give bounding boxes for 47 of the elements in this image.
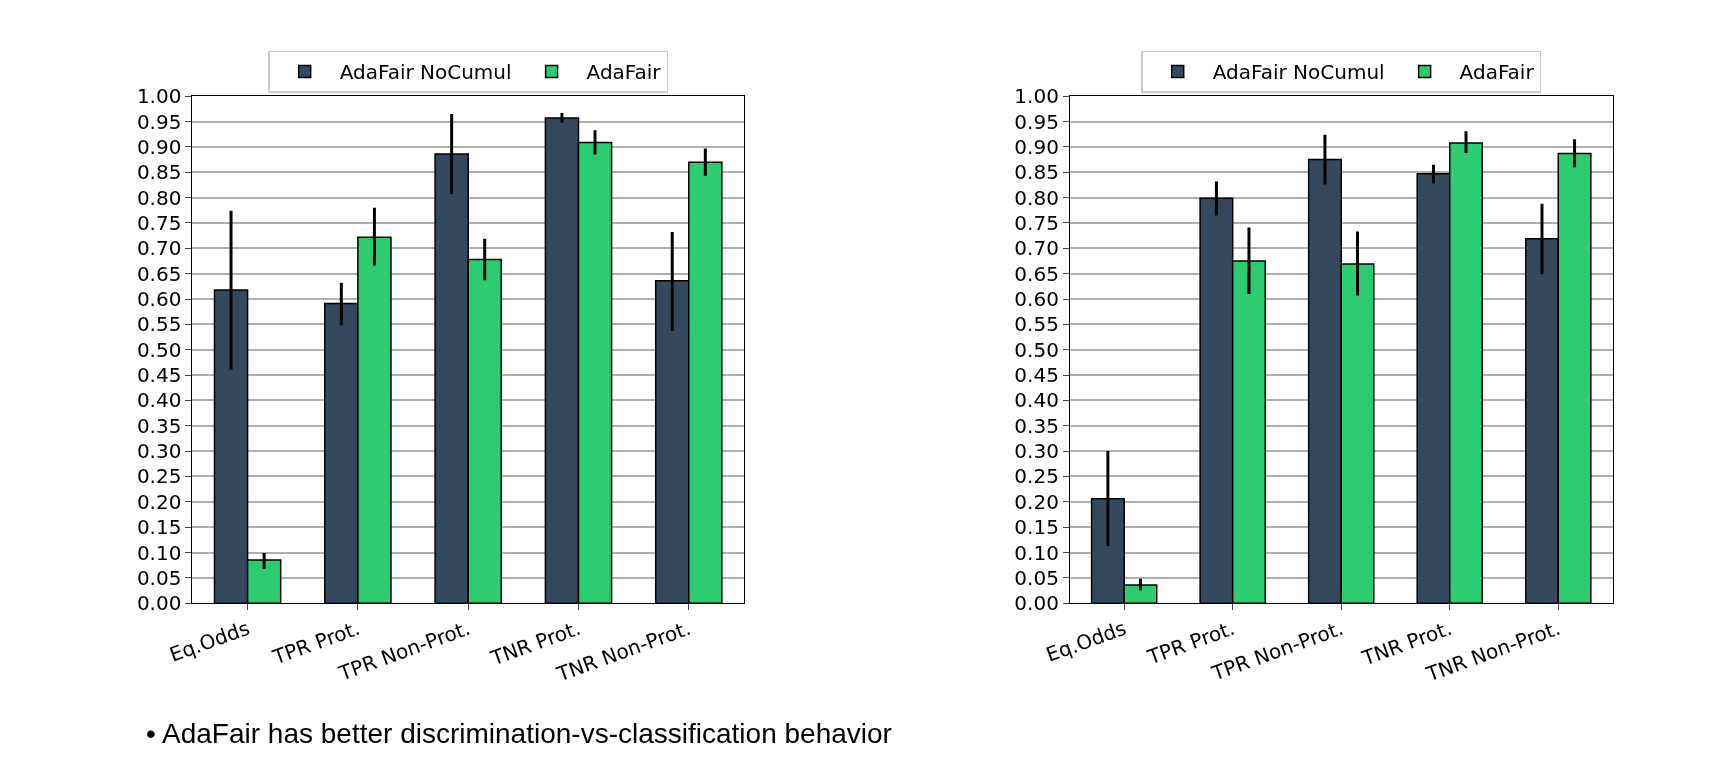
y-tick-label: 0.55 — [1014, 312, 1059, 337]
y-tick-label: 0.15 — [1014, 515, 1059, 540]
y-tick-label: 0.30 — [136, 439, 182, 464]
y-tick-label: 0.65 — [136, 261, 182, 286]
y-tick-label: 1.00 — [136, 84, 182, 109]
y-tick-label: 0.45 — [136, 363, 182, 388]
y-tick-label: 0.20 — [1014, 489, 1059, 514]
y-tick-label: 0.30 — [1014, 439, 1059, 464]
y-tick-label: 0.85 — [1014, 160, 1059, 185]
y-tick-label: 0.20 — [136, 489, 182, 514]
y-tick-label: 0.00 — [1014, 591, 1059, 616]
y-tick-label: 0.15 — [136, 515, 182, 540]
y-tick-label: 0.40 — [1014, 388, 1059, 413]
legend-label: AdaFair — [1459, 60, 1535, 85]
y-tick-label: 0.75 — [1014, 210, 1059, 235]
y-tick-label: 0.85 — [136, 160, 182, 185]
y-tick-label: 0.60 — [1014, 287, 1059, 312]
text: • AdaFair has better discrimination-vs-classification behavior — [146, 718, 892, 749]
y-tick-label: 0.05 — [136, 565, 182, 590]
y-tick-label: 0.75 — [136, 210, 182, 235]
y-tick-label: 0.35 — [136, 413, 182, 438]
legend-label: AdaFair NoCumul — [339, 60, 512, 85]
y-tick-label: 0.90 — [1014, 134, 1059, 159]
y-tick-label: 0.55 — [136, 312, 182, 337]
y-tick-label: 0.70 — [1014, 236, 1059, 261]
y-tick-label: 0.25 — [136, 464, 182, 489]
y-tick-label: 0.95 — [136, 109, 182, 134]
y-tick-label: 0.80 — [1014, 185, 1059, 210]
y-tick-label: 0.65 — [1014, 261, 1059, 286]
legend-label: AdaFair — [586, 60, 662, 85]
y-tick-label: 0.10 — [1014, 540, 1059, 565]
y-tick-label: 0.35 — [1014, 413, 1059, 438]
y-tick-label: 0.50 — [136, 337, 182, 362]
y-tick-label: 0.05 — [1014, 565, 1059, 590]
legend-label: AdaFair NoCumul — [1212, 60, 1385, 85]
y-tick-label: 0.50 — [1014, 337, 1059, 362]
y-tick-label: 0.60 — [136, 287, 182, 312]
y-tick-label: 1.00 — [1014, 84, 1059, 109]
y-tick-label: 0.70 — [136, 236, 182, 261]
y-tick-label: 0.00 — [136, 591, 182, 616]
y-tick-label: 0.90 — [136, 134, 182, 159]
y-tick-label: 0.40 — [136, 388, 182, 413]
y-tick-label: 0.10 — [136, 540, 182, 565]
y-tick-label: 0.95 — [1014, 109, 1059, 134]
y-tick-label: 0.25 — [1014, 464, 1059, 489]
y-tick-label: 0.80 — [136, 185, 182, 210]
y-tick-label: 0.45 — [1014, 363, 1059, 388]
